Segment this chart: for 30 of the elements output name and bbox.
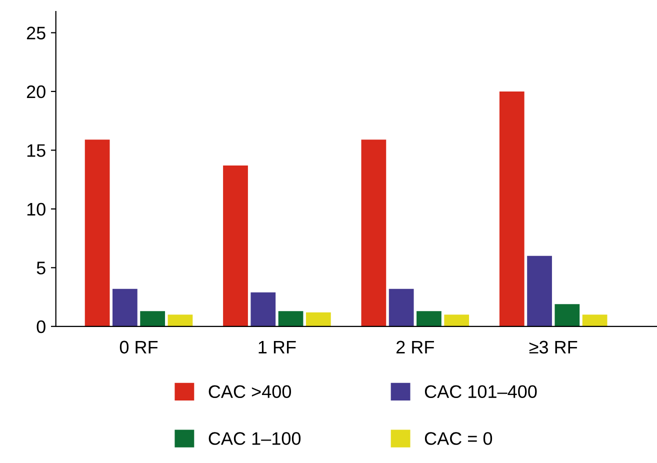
bar <box>416 311 442 326</box>
bar <box>278 311 304 326</box>
legend-label: CAC 1–100 <box>208 432 301 445</box>
bar <box>499 91 524 326</box>
bar <box>388 288 414 326</box>
x-tick-label: 0 RF <box>120 340 158 354</box>
y-tick-label: 20 <box>26 85 46 98</box>
x-tick-label: 2 RF <box>396 340 434 354</box>
x-tick-label: 1 RF <box>258 340 296 354</box>
bar <box>306 312 331 326</box>
bar <box>361 140 386 326</box>
bar <box>140 311 166 326</box>
bar <box>527 256 552 326</box>
y-tick-label: 10 <box>27 202 46 216</box>
legend-label: CAC >400 <box>208 385 291 398</box>
legend-label: CAC 101–400 <box>424 385 537 398</box>
bar <box>250 292 276 326</box>
bar <box>168 314 193 326</box>
y-tick-label: 25 <box>26 26 46 40</box>
bar <box>84 140 110 326</box>
y-tick-label: 5 <box>36 262 46 274</box>
y-tick-label: 0 <box>36 320 46 334</box>
bar <box>582 314 608 326</box>
y-tick-label: 15 <box>27 144 46 157</box>
legend-label: CAC = 0 <box>424 432 492 445</box>
bar <box>554 304 580 326</box>
bar <box>444 314 470 326</box>
bar <box>112 288 138 326</box>
x-tick-label: ≥3 RF <box>529 340 578 354</box>
bar <box>223 165 248 326</box>
